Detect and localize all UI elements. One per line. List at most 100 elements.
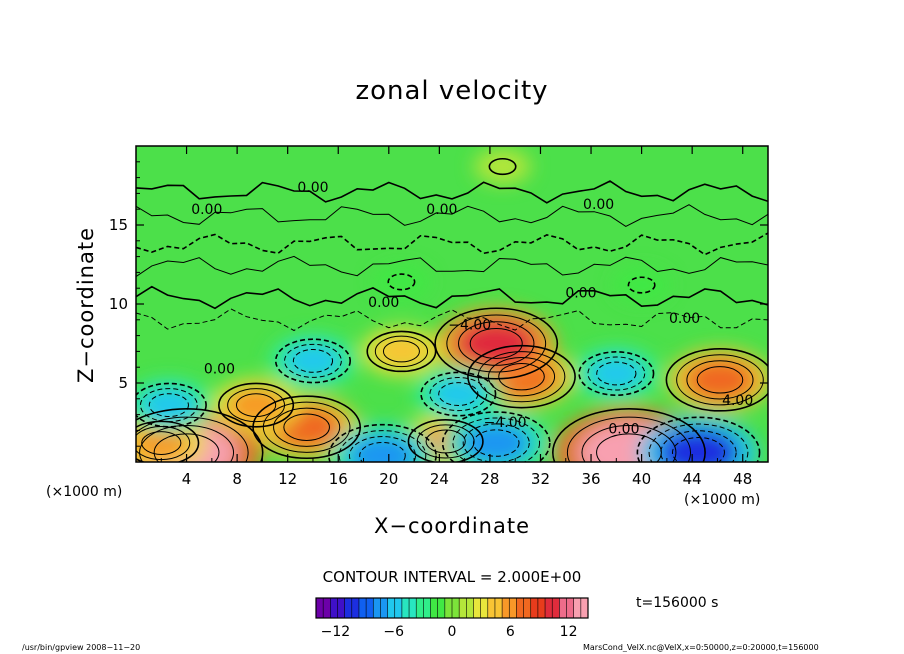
contour-7-4 [665, 348, 768, 412]
contour-7-2 [686, 360, 754, 400]
colorbar-tick-label-4: 12 [560, 624, 578, 640]
x-unit-label-left: (×1000 m) [46, 484, 123, 500]
contour-16-1 [359, 441, 406, 462]
contour-6-1 [469, 328, 523, 359]
contour-11-3 [136, 382, 207, 428]
contour-13-1 [472, 429, 520, 457]
contour-label-7: −4.00 [448, 317, 491, 333]
contour-13-4 [441, 411, 551, 462]
contour-label-1: 0.00 [191, 202, 222, 218]
contour-10-3 [274, 338, 352, 384]
contour-label-4: 0.00 [368, 295, 399, 311]
zero-contour-5 [136, 308, 768, 332]
contour-15-1 [671, 437, 725, 462]
field-core-16 [347, 434, 418, 462]
x-tick-label-7: 32 [531, 470, 550, 488]
zero-contour-0 [136, 180, 768, 204]
contour-9-1 [382, 340, 420, 363]
x-tick-label-8: 36 [581, 470, 600, 488]
field-core-4 [226, 387, 286, 424]
y-tick-label-1: 10 [109, 295, 128, 313]
contour-14-3 [578, 351, 655, 396]
footer-file-info: MarsCond_VelX.nc@VelX,x=0:50000,z=0:2000… [583, 643, 819, 652]
contour-19-1 [488, 157, 517, 176]
zero-contour-3 [136, 255, 768, 278]
contour-9-2 [374, 335, 429, 368]
contour-11-2 [139, 388, 198, 423]
contour-13-2 [462, 423, 530, 462]
contour-label-0: 0.00 [297, 180, 328, 196]
field-core-14 [586, 355, 646, 392]
contour-12-2 [429, 377, 488, 412]
x-tick-label-1: 8 [232, 470, 242, 488]
contour-10-1 [292, 348, 334, 373]
contour-12-1 [438, 382, 479, 406]
zero-contour-2 [136, 232, 768, 256]
contour-label-6: 0.00 [669, 311, 700, 327]
contour-4-3 [218, 382, 295, 428]
contour-label-5: 0.00 [565, 286, 596, 302]
contour-11-1 [148, 393, 189, 418]
contour-label-8: 0.00 [204, 362, 235, 378]
contour-18-1 [627, 276, 656, 294]
contour-0-3 [136, 416, 249, 462]
chart-title: zonal velocity [355, 76, 549, 106]
contour-0-1 [153, 433, 220, 462]
contour-0-2 [139, 425, 235, 462]
contour-16-3 [338, 430, 427, 462]
contour-5-1 [498, 362, 545, 391]
contour-2-3 [566, 416, 692, 462]
contour-2-2 [581, 425, 677, 462]
field-core-7 [685, 358, 755, 401]
contour-3-3 [262, 401, 351, 453]
contour-14-1 [596, 361, 637, 386]
contour-4-2 [227, 388, 285, 423]
field-core-9 [374, 334, 429, 368]
contour-7-3 [676, 354, 764, 406]
zero-contour-4 [136, 285, 768, 310]
colorbar-tick-label-3: 6 [506, 624, 515, 640]
time-label: t=156000 s [636, 595, 719, 611]
contour-13-3 [452, 417, 541, 462]
contour-16-2 [348, 436, 417, 462]
contour-7-1 [696, 366, 744, 394]
contour-interval-label: CONTOUR INTERVAL = 2.000E+00 [322, 568, 582, 586]
x-unit-label-right: (×1000 m) [684, 492, 761, 508]
contour-label-3: 0.00 [583, 197, 614, 213]
contour-2-1 [596, 433, 662, 462]
field-core-15 [658, 428, 739, 462]
x-tick-label-9: 40 [632, 470, 651, 488]
x-tick-label-6: 28 [480, 470, 499, 488]
y-tick-label-2: 15 [109, 216, 128, 234]
contour-label-11: 0.00 [608, 422, 639, 438]
contour-label-9: 4.00 [722, 393, 753, 409]
contour-6-4 [434, 307, 559, 380]
contour-15-4 [636, 416, 761, 462]
footer-program-info: /usr/bin/gpview 2008−11−20 [22, 643, 141, 652]
colorbar-tick-label-0: −12 [321, 624, 351, 640]
x-tick-label-2: 12 [278, 470, 297, 488]
contour-10-2 [284, 343, 342, 378]
y-axis-label: Z−coordinate [74, 227, 98, 383]
zero-contour-1 [136, 204, 768, 227]
field-core-10 [283, 342, 343, 379]
colorbar-frame [315, 597, 589, 619]
x-tick-label-10: 44 [683, 470, 702, 488]
x-tick-label-0: 4 [182, 470, 192, 488]
contour-label-10: −4.00 [484, 415, 527, 431]
contour-0-4 [136, 408, 264, 462]
contour-15-2 [660, 430, 737, 462]
contour-6-3 [446, 314, 547, 373]
contour-12-3 [420, 371, 497, 417]
contour-1-1 [141, 431, 182, 455]
contour-16-4 [328, 423, 437, 462]
x-axis-label: X−coordinate [374, 514, 530, 538]
contour-8-3 [407, 419, 484, 462]
contour-5-2 [487, 357, 556, 397]
colorbar-tick-label-2: 0 [448, 624, 457, 640]
contour-4-1 [235, 393, 277, 418]
x-tick-label-11: 48 [733, 470, 752, 488]
contour-3-1 [283, 413, 330, 441]
y-tick-label-0: 5 [118, 374, 128, 392]
